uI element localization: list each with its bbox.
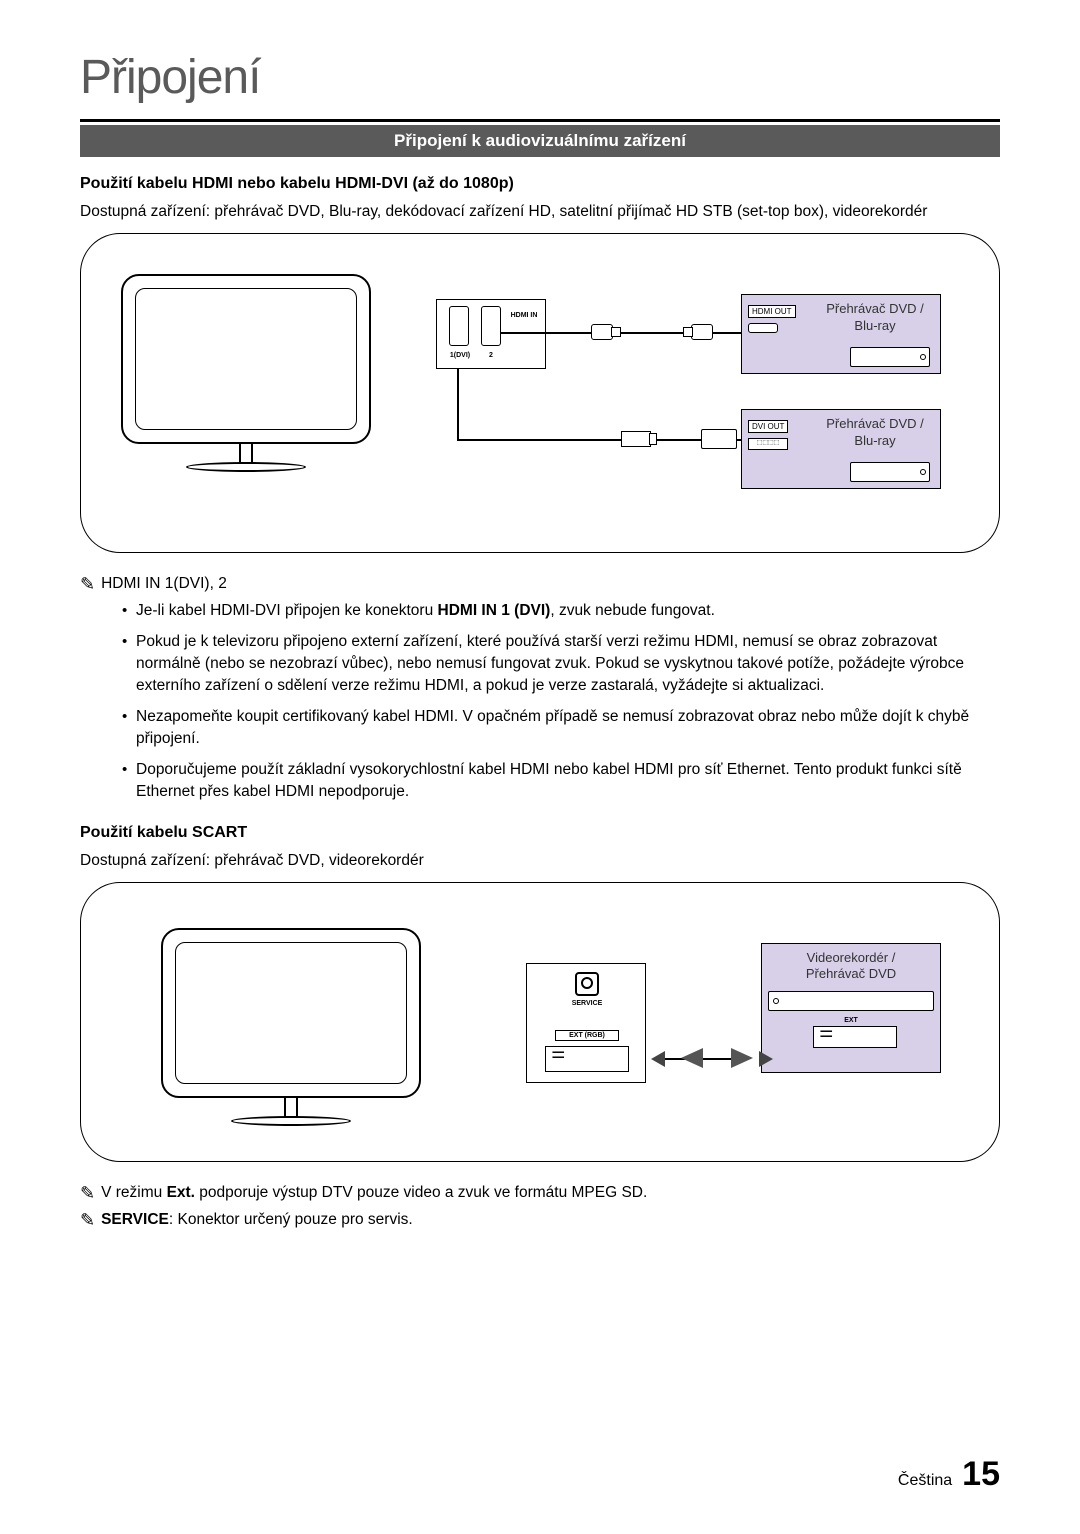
page-footer: Čeština 15 xyxy=(898,1455,1000,1494)
sub1-heading: Použití kabelu HDMI nebo kabelu HDMI-DVI… xyxy=(80,175,1000,193)
device-ext-label: EXT xyxy=(768,1017,934,1024)
notes2-n2: SERVICE: Konektor určený pouze pro servi… xyxy=(101,1209,413,1231)
chapter-title: Připojení xyxy=(80,50,1000,105)
notes1-b2: Pokud je k televizoru připojeno externí … xyxy=(122,631,1000,698)
notes-hdmi: ✎ HDMI IN 1(DVI), 2 Je-li kabel HDMI-DVI… xyxy=(80,573,1000,804)
sub2-text: Dostupná zařízení: přehrávač DVD, videor… xyxy=(80,850,1000,872)
device-scart-label-1: Videorekordér / xyxy=(768,950,934,967)
port-1dvi-label: 1(DVI) xyxy=(445,352,475,359)
hdmi-in-label: HDMI IN xyxy=(507,312,541,319)
title-rule xyxy=(80,119,1000,122)
hdmi-out-label: HDMI OUT xyxy=(748,305,796,318)
page-number: 15 xyxy=(962,1455,1000,1494)
device2-label-2: Blu-ray xyxy=(820,433,930,450)
note-icon: ✎ xyxy=(80,1182,95,1205)
dvi-out-label: DVI OUT xyxy=(748,420,788,433)
port-2-label: 2 xyxy=(483,352,499,359)
device2-label-1: Přehrávač DVD / xyxy=(820,416,930,433)
notes1-b3: Nezapomeňte koupit certifikovaný kabel H… xyxy=(122,706,1000,751)
footer-language: Čeština xyxy=(898,1472,952,1490)
device-scart: Videorekordér / Přehrávač DVD EXT ▪▪▪▪▪▪… xyxy=(761,943,941,1073)
diagram-scart: SERVICE EXT (RGB) ▪▪▪▪▪▪▪▪▪▪▪▪▪▪▪▪▪▪▪▪ V… xyxy=(80,882,1000,1162)
device-dvi-out: DVI OUT ⬚⬚⬚⬚ Přehrávač DVD / Blu-ray xyxy=(741,409,941,489)
sub1-text: Dostupná zařízení: přehrávač DVD, Blu-ra… xyxy=(80,201,1000,223)
device-hdmi-out: HDMI OUT Přehrávač DVD / Blu-ray xyxy=(741,294,941,374)
sub2-heading: Použití kabelu SCART xyxy=(80,824,1000,842)
diagram-hdmi: HDMI IN 1(DVI) 2 HDMI OUT Přehrávač DVD … xyxy=(80,233,1000,553)
notes2-n1: V režimu Ext. podporuje výstup DTV pouze… xyxy=(101,1182,647,1204)
device1-label-2: Blu-ray xyxy=(820,318,930,335)
notes-scart: ✎ V režimu Ext. podporuje výstup DTV pou… xyxy=(80,1182,1000,1233)
service-label: SERVICE xyxy=(527,1000,647,1007)
note-icon: ✎ xyxy=(80,1209,95,1232)
notes1-head: HDMI IN 1(DVI), 2 xyxy=(101,573,227,595)
notes1-b4: Doporučujeme použít základní vysokorychl… xyxy=(122,759,1000,804)
ext-rgb-label: EXT (RGB) xyxy=(555,1030,619,1041)
section-title-bar: Připojení k audiovizuálnímu zařízení xyxy=(80,125,1000,157)
notes1-b1: Je-li kabel HDMI-DVI připojen ke konekto… xyxy=(122,600,1000,622)
device-scart-label-2: Přehrávač DVD xyxy=(768,966,934,983)
note-icon: ✎ xyxy=(80,573,95,596)
device1-label-1: Přehrávač DVD / xyxy=(820,301,930,318)
